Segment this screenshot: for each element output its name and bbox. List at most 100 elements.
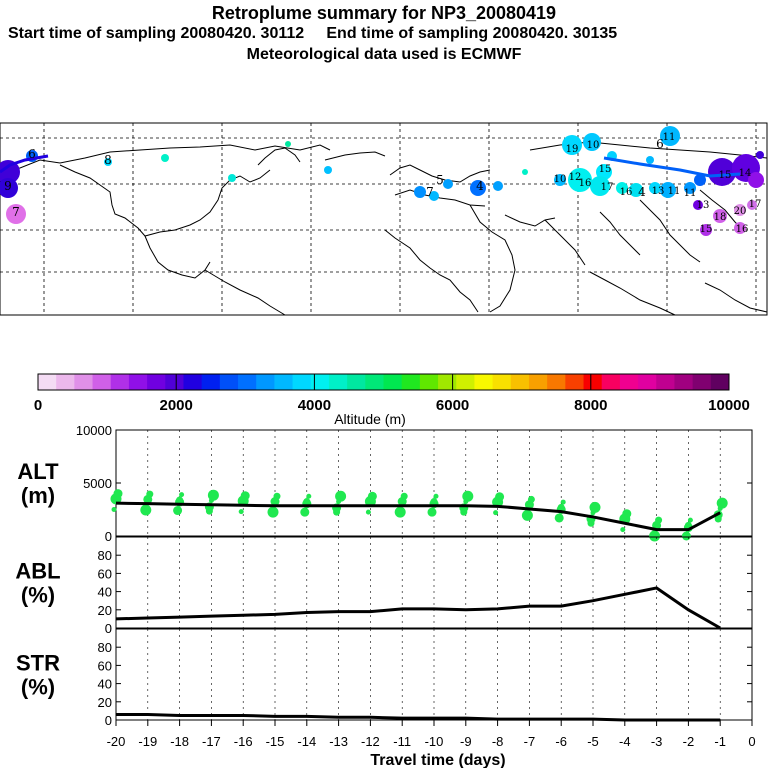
plume-marker (470, 180, 486, 196)
plume-track (0, 154, 49, 174)
alt-spread-point (300, 507, 310, 517)
y-tick-label: 60 (98, 658, 112, 673)
x-tick-label: -6 (555, 734, 567, 749)
plume-marker (0, 160, 20, 184)
x-tick-label: -15 (266, 734, 285, 749)
x-axis: -20 -19 -18 -17 -16 -15 -14 -13 -12 -11 -10 -9 -8 -7-… (107, 720, 756, 768)
plume-label: 15 (719, 170, 732, 181)
plume-label: 10 (587, 140, 600, 151)
colorbar-tick-label: 6000 (436, 397, 469, 414)
colorbar-swatch (292, 374, 312, 390)
coastline-segment (257, 147, 301, 166)
plume-marker (583, 133, 601, 151)
sampling-times: Start time of sampling 20080420. 30112 E… (8, 25, 618, 42)
y-tick-label: 80 (98, 548, 112, 563)
colorbar-swatch (547, 374, 566, 390)
plume-label: 6 (28, 147, 36, 161)
plume-label: 11 (668, 186, 681, 197)
alt-spread-point (113, 489, 123, 499)
alt-spread-point (649, 530, 661, 542)
plume-label: 7 (426, 185, 434, 199)
colorbar-swatch (147, 374, 166, 390)
alt-spread-point (589, 501, 601, 513)
alt-spread-point (554, 513, 564, 523)
plume-marker (756, 151, 764, 159)
plume-label: 18 (714, 212, 727, 223)
plume-marker (324, 166, 332, 174)
colorbar-swatch (583, 374, 603, 390)
colorbar-swatch (238, 374, 257, 390)
x-tick-label: -18 (170, 734, 189, 749)
y-tick-label: 40 (98, 585, 112, 600)
alt-spread-point (681, 531, 691, 541)
plume-marker (285, 141, 291, 147)
colorbar-swatch (74, 374, 94, 390)
plume-marker (616, 182, 628, 194)
plume-marker (734, 204, 746, 216)
panel-ylabel: ALT (17, 459, 59, 484)
alt-spread-point (687, 517, 693, 523)
alt-spread-point (527, 495, 535, 503)
x-tick-label: -17 (202, 734, 221, 749)
series-line-alt (115, 501, 721, 532)
alt-spread-point (367, 491, 377, 501)
plume-label: 6 (656, 137, 664, 151)
plume-label: 13 (652, 186, 665, 197)
colorbar-swatch (274, 374, 294, 390)
colorbar-swatch (692, 374, 712, 390)
colorbar-swatch (710, 374, 730, 390)
x-tick-label: -20 (107, 734, 126, 749)
x-tick-label: -7 (524, 734, 536, 749)
x-tick-label: -4 (619, 734, 631, 749)
plume-marker (629, 183, 643, 197)
colorbar-swatch (601, 374, 621, 390)
coastline-segment (544, 219, 586, 266)
met-data-source: Meteorological data used is ECMWF (246, 46, 522, 63)
colorbar-swatch (183, 374, 203, 390)
x-tick-label: 0 (748, 734, 755, 749)
colorbar-tick-label: 4000 (298, 397, 331, 414)
plume-label: 17 (749, 199, 762, 210)
x-tick-label: -1 (714, 734, 726, 749)
alt-spread-point (433, 493, 439, 499)
plume-label: 15 (700, 224, 713, 235)
plume-label: 4 (476, 179, 484, 193)
chart-title: Retroplume summary for NP3_20080419 (211, 3, 557, 23)
plume-marker (713, 209, 727, 223)
x-tick-label: -9 (460, 734, 472, 749)
colorbar-swatch (510, 374, 530, 390)
coastline-segment (589, 271, 676, 316)
colorbar-swatch (256, 374, 275, 390)
alt-spread-point (365, 509, 371, 515)
plume-label: 15 (599, 164, 612, 175)
plume-label: 17 (601, 182, 614, 193)
alt-spread-point (335, 490, 347, 502)
colorbar-tick-label: 0 (34, 397, 42, 414)
colorbar-tick-label: 10000 (708, 397, 750, 414)
timeseries-panels: 1000050000ALT(m)806040200ABL(%)806040200… (15, 423, 755, 768)
plume-marker (0, 178, 18, 198)
plume-label: 16 (736, 224, 749, 235)
panel-ylabel: STR (16, 651, 60, 676)
colorbar-swatch (438, 374, 457, 390)
colorbar-swatch (110, 374, 130, 390)
plume-label: 14 (739, 168, 752, 179)
plume-marker (649, 182, 661, 194)
altitude-colorbar: 0 2000 4000 6000 8000 10000 (34, 373, 750, 414)
alt-spread-point (146, 490, 154, 498)
coastline-segment (204, 269, 286, 316)
plume-label: 9 (4, 179, 12, 193)
colorbar-swatch (128, 374, 148, 390)
coastline-segment (704, 282, 768, 313)
y-tick-label: 60 (98, 566, 112, 581)
series-line-abl (115, 586, 721, 630)
plume-marker (660, 182, 676, 198)
coastline-segment (0, 144, 331, 171)
panel-ylabel: ABL (15, 559, 60, 584)
x-tick-label: -14 (297, 734, 316, 749)
colorbar-swatch (310, 374, 330, 390)
x-tick-label: -12 (361, 734, 380, 749)
plume-marker (590, 176, 610, 196)
